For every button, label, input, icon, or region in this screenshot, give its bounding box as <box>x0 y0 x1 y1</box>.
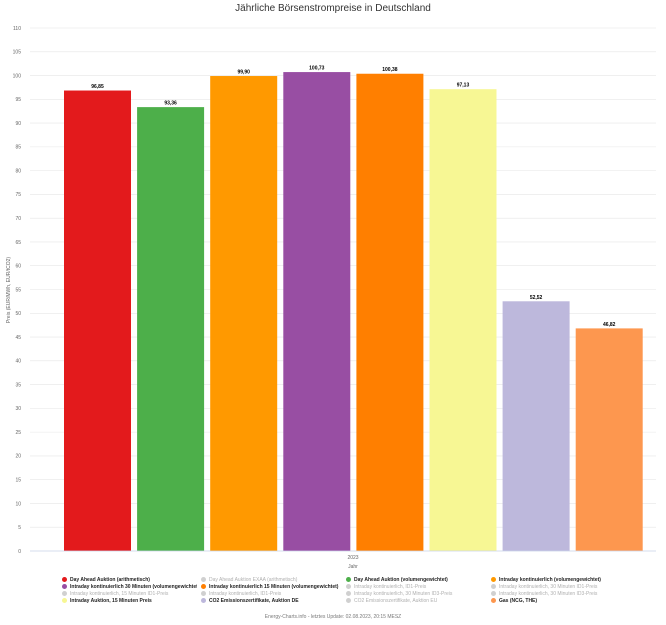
legend-label: Intraday kontinuierlich, 30 Minuten ID1-… <box>499 583 598 590</box>
legend-item[interactable]: Intraday kontinuierlich 30 Minuten (volu… <box>62 583 197 590</box>
x-axis-title: Jahr <box>348 564 358 570</box>
legend-marker-icon <box>62 598 67 603</box>
y-tick-label: 60 <box>15 264 21 270</box>
y-tick-label: 90 <box>15 121 21 127</box>
legend-marker-icon <box>201 577 206 582</box>
y-tick-label: 95 <box>15 97 21 103</box>
legend-label: Intraday kontinuierlich, 30 Minuten ID3-… <box>354 590 453 597</box>
data-label: 99,90 <box>237 70 250 76</box>
legend-marker-icon <box>62 584 67 589</box>
data-label: 100,73 <box>309 66 325 72</box>
x-tick-label: 2023 <box>347 555 358 561</box>
legend-item[interactable]: Intraday kontinuierlich (volumengewichte… <box>491 576 632 583</box>
y-tick-label: 20 <box>15 454 21 460</box>
legend-label: Day Ahead Auktion EXAA (arithmetisch) <box>209 576 298 583</box>
chart-title: Jährliche Börsenstrompreise in Deutschla… <box>235 3 431 14</box>
y-tick-label: 80 <box>15 168 21 174</box>
legend-label: Intraday kontinuierlich, 30 Minuten ID3-… <box>499 590 598 597</box>
y-tick-label: 25 <box>15 430 21 436</box>
legend-item[interactable]: CO2 Emissionszertifikate, Auktion EU <box>346 597 487 604</box>
bar <box>429 89 497 551</box>
legend-label: Intraday kontinuierlich, ID1-Preis <box>354 583 427 590</box>
bar <box>137 107 205 552</box>
bar <box>283 72 351 551</box>
y-tick-label: 65 <box>15 240 21 246</box>
legend-label: Intraday kontinuierlich, 15 Minuten ID1-… <box>70 590 169 597</box>
legend-marker-icon <box>346 584 351 589</box>
data-label: 96,85 <box>91 84 104 90</box>
legend-item[interactable]: Intraday kontinuierlich, 30 Minuten ID3-… <box>346 590 487 597</box>
data-label: 52,52 <box>530 295 543 301</box>
legend-label: Intraday kontinuierlich, ID1-Preis <box>209 590 282 597</box>
y-tick-label: 75 <box>15 192 21 198</box>
legend-marker-icon <box>346 591 351 596</box>
legend-marker-icon <box>346 577 351 582</box>
legend-item[interactable]: Day Ahead Auktion (volumengewichtet) <box>346 576 487 583</box>
y-tick-label: 5 <box>18 525 21 531</box>
bar <box>64 90 131 551</box>
legend-label: CO2 Emissionszertifikate, Auktion DE <box>209 597 299 604</box>
data-label: 46,82 <box>603 322 616 328</box>
legend-label: Day Ahead Auktion (arithmetisch) <box>70 576 150 583</box>
legend-item[interactable]: Day Ahead Auktion EXAA (arithmetisch) <box>201 576 342 583</box>
legend-label: Intraday Auktion, 15 Minuten Preis <box>70 597 152 604</box>
legend-item[interactable]: Intraday kontinuierlich, 30 Minuten ID3-… <box>491 590 632 597</box>
legend-marker-icon <box>62 591 67 596</box>
legend-marker-icon <box>491 598 496 603</box>
data-label: 93,36 <box>164 101 177 107</box>
y-tick-label: 10 <box>15 501 21 507</box>
legend-item[interactable]: Intraday kontinuierlich, 15 Minuten ID1-… <box>62 590 197 597</box>
legend-marker-icon <box>201 591 206 596</box>
bar <box>502 301 570 551</box>
bar <box>575 328 643 551</box>
y-tick-label: 85 <box>15 145 21 151</box>
y-tick-label: 55 <box>15 287 21 293</box>
legend-item[interactable]: CO2 Emissionszertifikate, Auktion DE <box>201 597 342 604</box>
y-axis-title: Preis (EUR/MWh, EUR/tCO2) <box>6 257 12 323</box>
legend-marker-icon <box>62 577 67 582</box>
legend-item[interactable]: Intraday kontinuierlich, 30 Minuten ID1-… <box>491 583 632 590</box>
legend-item[interactable]: Intraday kontinuierlich 15 Minuten (volu… <box>201 583 342 590</box>
y-tick-label: 100 <box>13 73 22 79</box>
legend-label: Intraday kontinuierlich 15 Minuten (volu… <box>209 583 339 590</box>
legend-item[interactable]: Intraday Auktion, 15 Minuten Preis <box>62 597 197 604</box>
y-tick-label: 15 <box>15 477 21 483</box>
legend-marker-icon <box>201 584 206 589</box>
legend-label: Gas (NCG, THE) <box>499 597 538 604</box>
legend-item[interactable]: Gas (NCG, THE) <box>491 597 632 604</box>
legend-marker-icon <box>201 598 206 603</box>
legend-label: Day Ahead Auktion (volumengewichtet) <box>354 576 448 583</box>
legend-item[interactable]: Day Ahead Auktion (arithmetisch) <box>62 576 197 583</box>
y-tick-label: 50 <box>15 311 21 317</box>
y-tick-label: 45 <box>15 335 21 341</box>
y-tick-label: 110 <box>13 26 21 32</box>
legend-item[interactable]: Intraday kontinuierlich, ID1-Preis <box>201 590 342 597</box>
y-tick-label: 105 <box>13 50 22 56</box>
data-label: 97,13 <box>457 83 470 89</box>
plot-area: 0 5 10 15 20 25 30 35 40 45 50 55 60 65 70 75 80 85 90 95 10… <box>6 26 656 570</box>
legend-item[interactable]: Intraday kontinuierlich, ID1-Preis <box>346 583 487 590</box>
data-label: 100,38 <box>382 67 398 73</box>
bar <box>210 76 278 552</box>
footer-credit: Energy-Charts.info - letztes Update: 02.… <box>264 614 402 620</box>
legend-label: Intraday kontinuierlich (volumengewichte… <box>499 576 601 583</box>
y-tick-label: 0 <box>18 549 21 555</box>
legend-label: CO2 Emissionszertifikate, Auktion EU <box>354 597 438 604</box>
y-tick-label: 35 <box>15 382 21 388</box>
legend-marker-icon <box>491 591 496 596</box>
y-tick-label: 30 <box>15 406 21 412</box>
legend-marker-icon <box>491 577 496 582</box>
y-tick-label: 70 <box>15 216 21 222</box>
legend-marker-icon <box>346 598 351 603</box>
legend: Day Ahead Auktion (arithmetisch) Day Ahea… <box>62 576 652 604</box>
legend-marker-icon <box>491 584 496 589</box>
y-tick-label: 40 <box>15 359 21 365</box>
bar <box>356 73 424 552</box>
legend-label: Intraday kontinuierlich 30 Minuten (volu… <box>70 583 197 590</box>
